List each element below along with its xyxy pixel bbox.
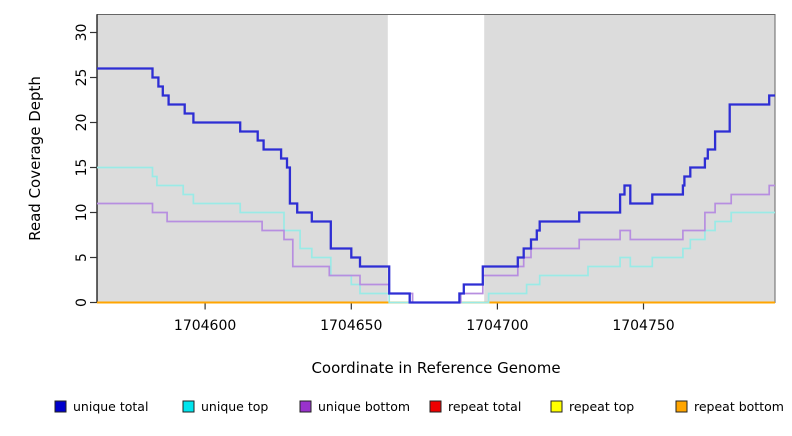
legend-swatch-repeat-top	[550, 400, 563, 413]
legend-swatch-repeat-bottom	[675, 400, 688, 413]
legend-swatch-unique-total	[54, 400, 67, 413]
x-tick-label: 1704700	[466, 318, 528, 334]
x-tick-label: 1704750	[612, 318, 674, 334]
legend-label-repeat-total: repeat total	[448, 399, 521, 414]
y-tick-label: 0	[74, 298, 90, 307]
legend-swatch-unique-top	[182, 400, 195, 413]
y-tick-label: 5	[74, 253, 90, 262]
y-axis-title: Read Coverage Depth	[26, 76, 44, 241]
x-tick-label: 1704650	[320, 318, 382, 334]
legend-label-unique-top: unique top	[201, 399, 268, 414]
coverage-line-unique-total	[97, 67, 775, 304]
legend-label-unique-total: unique total	[73, 399, 148, 414]
x-axis-title: Coordinate in Reference Genome	[311, 359, 560, 377]
y-tick-label: 25	[74, 69, 90, 87]
legend-swatch-repeat-total	[429, 400, 442, 413]
legend-label-repeat-bottom: repeat bottom	[694, 399, 784, 414]
x-tick-label: 1704600	[174, 318, 236, 334]
y-tick-label: 15	[74, 159, 90, 177]
y-tick-label: 30	[74, 24, 90, 42]
y-tick-label: 20	[74, 114, 90, 132]
shaded-region	[484, 14, 775, 303]
legend-swatch-unique-bottom	[299, 400, 312, 413]
legend-label-unique-bottom: unique bottom	[318, 399, 410, 414]
legend-label-repeat-top: repeat top	[569, 399, 634, 414]
shaded-region	[97, 14, 388, 303]
coverage-line-unique-bottom	[97, 184, 775, 304]
y-tick-label: 10	[74, 204, 90, 222]
